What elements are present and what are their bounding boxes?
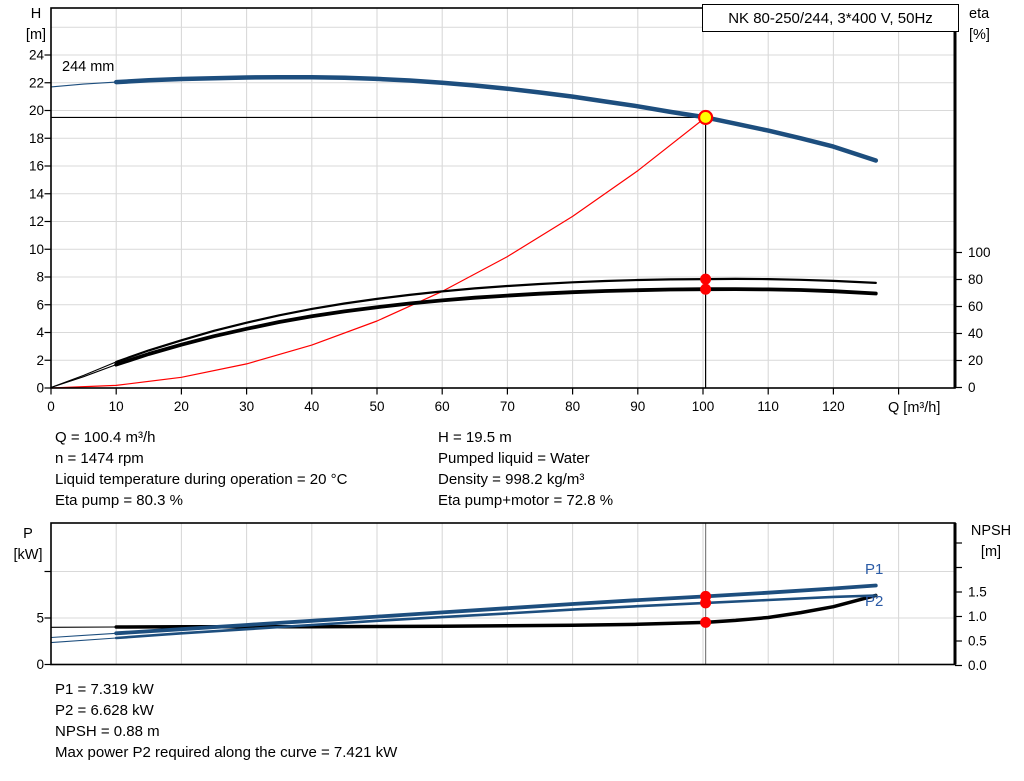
- npsh-axis-label: NPSH [m]: [962, 521, 1020, 563]
- p2-dot: [700, 597, 712, 609]
- bottom-chart: 0 5 0.0 0.5 1.0 1.5: [36, 522, 987, 673]
- result-max-p2: Max power P2 required along the curve = …: [55, 744, 398, 761]
- info-q: Q = 100.4 m³/h: [55, 429, 156, 446]
- svg-text:0: 0: [968, 380, 976, 395]
- p-axis-label: P [kW]: [8, 524, 48, 566]
- svg-text:12: 12: [29, 214, 44, 229]
- system-curve-curve: [50, 116, 707, 389]
- svg-text:20: 20: [29, 103, 44, 118]
- svg-text:80: 80: [968, 272, 983, 287]
- svg-text:18: 18: [29, 131, 44, 146]
- svg-text:10: 10: [29, 242, 44, 257]
- eta-axis-label: eta [%]: [969, 4, 1017, 46]
- bottom-chart-ticks: 0 5 0.0 0.5 1.0 1.5: [36, 542, 987, 673]
- svg-text:120: 120: [822, 399, 845, 414]
- pump-title-box: NK 80-250/244, 3*400 V, 50Hz: [702, 4, 959, 32]
- svg-text:20: 20: [174, 399, 189, 414]
- svg-text:40: 40: [968, 326, 983, 341]
- svg-text:1.5: 1.5: [968, 585, 987, 600]
- info-pumped-liquid: Pumped liquid = Water: [438, 450, 590, 467]
- head-curve-curve: [50, 74, 879, 163]
- duty-info-right: H = 19.5 m Pumped liquid = Water Density…: [438, 427, 613, 511]
- svg-text:40: 40: [304, 399, 319, 414]
- P2-curve: [50, 594, 878, 644]
- eta-axis-title: eta: [969, 6, 990, 22]
- info-liquid-temp: Liquid temperature during operation = 20…: [55, 471, 348, 488]
- svg-text:2: 2: [36, 353, 44, 368]
- bottom-chart-grid: [51, 523, 955, 665]
- svg-text:8: 8: [36, 270, 44, 285]
- svg-text:0: 0: [47, 399, 55, 414]
- npsh-axis-unit: [m]: [980, 544, 1002, 560]
- svg-text:0.0: 0.0: [968, 658, 987, 673]
- info-density: Density = 998.2 kg/m³: [438, 471, 585, 488]
- svg-text:20: 20: [968, 353, 983, 368]
- top-chart-grid: [51, 8, 955, 388]
- duty-point-lines: [51, 116, 707, 388]
- duty-info-left: Q = 100.4 m³/h n = 1474 rpm Liquid tempe…: [55, 427, 347, 511]
- svg-text:5: 5: [36, 611, 44, 626]
- svg-text:1.0: 1.0: [968, 609, 987, 624]
- svg-text:100: 100: [968, 245, 991, 260]
- info-eta-pump: Eta pump = 80.3 %: [55, 492, 183, 509]
- svg-text:14: 14: [29, 186, 45, 201]
- result-npsh: NPSH = 0.88 m: [55, 723, 160, 740]
- svg-text:110: 110: [757, 399, 779, 414]
- top-chart-frame: [50, 7, 957, 389]
- eta-pump-motor-curve: [50, 287, 878, 389]
- svg-text:50: 50: [369, 399, 384, 414]
- duty-point-marker: [698, 109, 714, 126]
- p-axis-unit: [kW]: [13, 547, 43, 563]
- svg-text:30: 30: [239, 399, 254, 414]
- svg-text:0: 0: [36, 657, 44, 672]
- p2-curve-label: P2: [865, 593, 884, 610]
- info-eta-pump-motor: Eta pump+motor = 72.8 %: [438, 492, 614, 509]
- svg-text:90: 90: [630, 399, 645, 414]
- npsh-axis-title: NPSH: [970, 523, 1012, 539]
- p-axis-title: P: [23, 526, 33, 542]
- svg-text:16: 16: [29, 159, 44, 174]
- impeller-diameter-label: 244 mm: [62, 59, 115, 75]
- q-axis-label: Q [m³/h]: [888, 400, 941, 416]
- h-axis-label: H [m]: [20, 4, 52, 46]
- P1-curve: [50, 583, 878, 639]
- result-p1: P1 = 7.319 kW: [55, 681, 154, 698]
- svg-text:22: 22: [29, 75, 44, 90]
- bottom-chart-frame: [50, 522, 957, 666]
- svg-text:6: 6: [36, 297, 44, 312]
- svg-text:0.5: 0.5: [968, 634, 987, 649]
- svg-text:10: 10: [109, 399, 124, 414]
- eta-axis-unit: [%]: [969, 27, 990, 43]
- eta-pump-motor-dot: [700, 283, 712, 295]
- svg-text:60: 60: [435, 399, 450, 414]
- h-axis-title: H: [30, 6, 42, 22]
- info-h: H = 19.5 m: [438, 429, 512, 446]
- svg-text:24: 24: [29, 48, 45, 63]
- npsh-dot: [700, 616, 712, 628]
- eta-pump-curve: [50, 277, 877, 389]
- p1-curve-label: P1: [865, 561, 884, 578]
- svg-text:60: 60: [968, 299, 983, 314]
- eta-pump-dot: [700, 273, 712, 285]
- results-block: P1 = 7.319 kW P2 = 6.628 kW NPSH = 0.88 …: [55, 679, 397, 763]
- svg-text:4: 4: [36, 325, 44, 340]
- svg-text:80: 80: [565, 399, 580, 414]
- info-speed: n = 1474 rpm: [55, 450, 144, 467]
- svg-text:0: 0: [36, 381, 44, 396]
- svg-text:70: 70: [500, 399, 515, 414]
- svg-text:100: 100: [692, 399, 715, 414]
- h-axis-unit: [m]: [25, 27, 47, 43]
- result-p2: P2 = 6.628 kW: [55, 702, 154, 719]
